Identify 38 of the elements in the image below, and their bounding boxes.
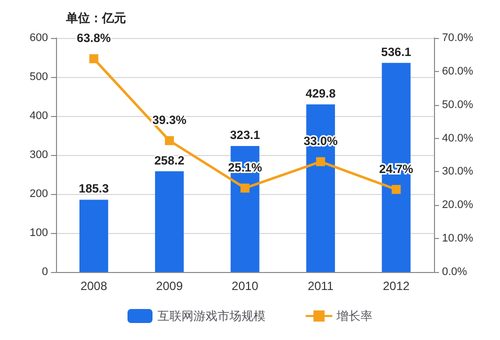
y2-tick-label: 60.0% — [442, 65, 474, 78]
text: 单位：亿元 — [65, 11, 126, 25]
y-tick-label: 100 — [30, 227, 48, 239]
data-label: 536.1 — [381, 44, 412, 59]
y2-tick-label: 40.0% — [442, 132, 474, 144]
data-label: 63.8% — [76, 31, 112, 46]
point — [392, 184, 401, 194]
y2-tick-label: 50.0% — [442, 98, 474, 111]
point — [240, 184, 250, 193]
y-tick-label: 400 — [30, 110, 48, 122]
point — [164, 136, 174, 146]
x-tick-label: 2008 — [80, 279, 108, 293]
y-tick-label: 200 — [30, 188, 48, 200]
y2-tick-label: 30.0% — [442, 166, 474, 178]
y2-tick-label: 0.0% — [442, 266, 468, 278]
y2-tick-label: 70.0% — [442, 32, 474, 44]
data-label: 39.3% — [152, 113, 187, 128]
data-label: 185.3 — [78, 182, 110, 196]
bar — [382, 62, 411, 272]
x-tick-label: 2012 — [382, 279, 410, 293]
data-label: 429.8 — [306, 86, 336, 100]
x-tick-label: 2009 — [156, 279, 184, 293]
y2-tick-label: 10.0% — [442, 232, 474, 245]
x-tick-label: 2011 — [308, 279, 334, 293]
data-label: 258.2 — [154, 153, 185, 168]
y-tick-label: 500 — [30, 71, 48, 83]
y-tick-label: 300 — [30, 149, 48, 161]
bar — [155, 171, 184, 272]
point — [89, 54, 98, 64]
y-tick-label: 0 — [42, 266, 48, 278]
data-label: 323.1 — [230, 128, 260, 142]
bar — [79, 200, 108, 272]
y-tick-label: 600 — [30, 32, 48, 44]
x-tick-label: 2010 — [232, 279, 259, 293]
legend-label: 增长率 — [336, 309, 372, 323]
point — [316, 157, 326, 166]
y2-tick-label: 20.0% — [442, 199, 474, 212]
legend-label: 互联网游戏市场规模 — [158, 309, 266, 323]
